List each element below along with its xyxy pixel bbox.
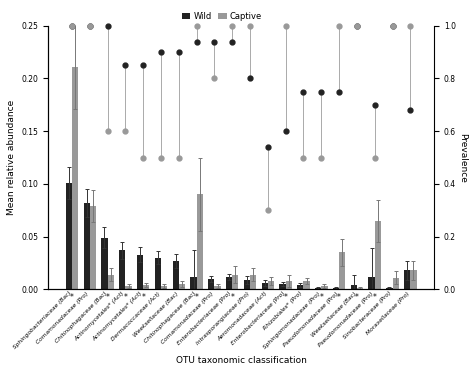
Bar: [286, 281, 292, 289]
Bar: [386, 288, 392, 289]
Text: *: *: [230, 293, 234, 302]
Legend: Wild, Captive: Wild, Captive: [178, 9, 265, 25]
Bar: [90, 206, 96, 289]
Bar: [321, 286, 328, 289]
Bar: [244, 280, 250, 289]
Text: *: *: [124, 293, 128, 302]
Bar: [101, 238, 108, 289]
Bar: [268, 281, 274, 289]
Bar: [226, 277, 232, 289]
Bar: [333, 288, 339, 289]
Bar: [404, 270, 410, 289]
Bar: [232, 275, 238, 289]
Bar: [191, 277, 197, 289]
Text: *: *: [355, 293, 359, 302]
Bar: [119, 250, 126, 289]
Bar: [179, 284, 185, 289]
Text: *: *: [195, 293, 199, 302]
Text: *: *: [319, 293, 323, 302]
Bar: [72, 67, 78, 289]
Bar: [143, 285, 149, 289]
Bar: [392, 278, 399, 289]
Text: *: *: [70, 293, 74, 302]
Bar: [280, 284, 286, 289]
Bar: [108, 275, 114, 289]
Text: *: *: [373, 293, 377, 302]
Bar: [375, 221, 381, 289]
Bar: [161, 286, 167, 289]
Bar: [66, 183, 72, 289]
Text: *: *: [106, 293, 109, 302]
Bar: [126, 286, 132, 289]
X-axis label: OTU taxonomic classification: OTU taxonomic classification: [176, 356, 307, 365]
Bar: [410, 270, 417, 289]
Bar: [297, 285, 303, 289]
Text: *: *: [284, 293, 288, 302]
Bar: [339, 253, 346, 289]
Bar: [357, 288, 363, 289]
Bar: [250, 275, 256, 289]
Bar: [315, 288, 321, 289]
Text: *: *: [141, 293, 145, 302]
Bar: [208, 279, 214, 289]
Bar: [214, 286, 221, 289]
Bar: [137, 254, 143, 289]
Text: *: *: [337, 293, 341, 302]
Bar: [351, 285, 357, 289]
Bar: [155, 258, 161, 289]
Bar: [368, 277, 375, 289]
Y-axis label: Mean relative abundance: Mean relative abundance: [7, 100, 16, 215]
Bar: [303, 281, 310, 289]
Bar: [262, 283, 268, 289]
Bar: [197, 195, 203, 289]
Bar: [173, 261, 179, 289]
Bar: [83, 203, 90, 289]
Y-axis label: Prevalence: Prevalence: [458, 132, 467, 182]
